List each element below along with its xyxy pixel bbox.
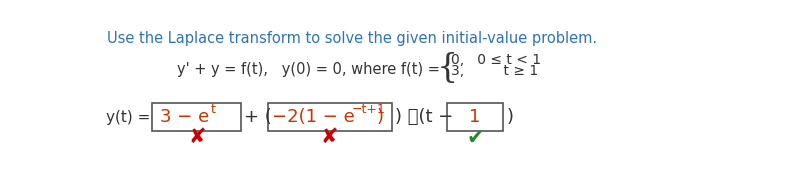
Text: ✔: ✔ — [466, 127, 484, 147]
FancyBboxPatch shape — [152, 103, 241, 131]
FancyBboxPatch shape — [267, 103, 392, 131]
Text: ✘: ✘ — [321, 127, 338, 147]
Text: Use the Laplace transform to solve the given initial-value problem.: Use the Laplace transform to solve the g… — [107, 31, 597, 46]
Text: ): ) — [377, 108, 383, 126]
Text: ) 𝓰(t −: ) 𝓰(t − — [395, 108, 459, 126]
FancyBboxPatch shape — [447, 103, 503, 131]
Text: 1: 1 — [469, 108, 481, 126]
Text: + (: + ( — [244, 108, 272, 126]
Text: ): ) — [506, 108, 513, 126]
Text: {: { — [437, 52, 458, 84]
Text: ✘: ✘ — [188, 127, 205, 147]
Text: y' + y = f(t),   y(0) = 0, where f(t) =: y' + y = f(t), y(0) = 0, where f(t) = — [177, 62, 444, 77]
Text: t: t — [211, 103, 216, 116]
Text: 3,         t ≥ 1: 3, t ≥ 1 — [451, 64, 538, 78]
Text: −t+1: −t+1 — [351, 103, 385, 116]
Text: −2(1 − e: −2(1 − e — [272, 108, 355, 126]
Text: 0,   0 ≤ t < 1: 0, 0 ≤ t < 1 — [451, 53, 540, 67]
Text: 3 − e: 3 − e — [160, 108, 209, 126]
Text: y(t) =: y(t) = — [106, 110, 155, 125]
